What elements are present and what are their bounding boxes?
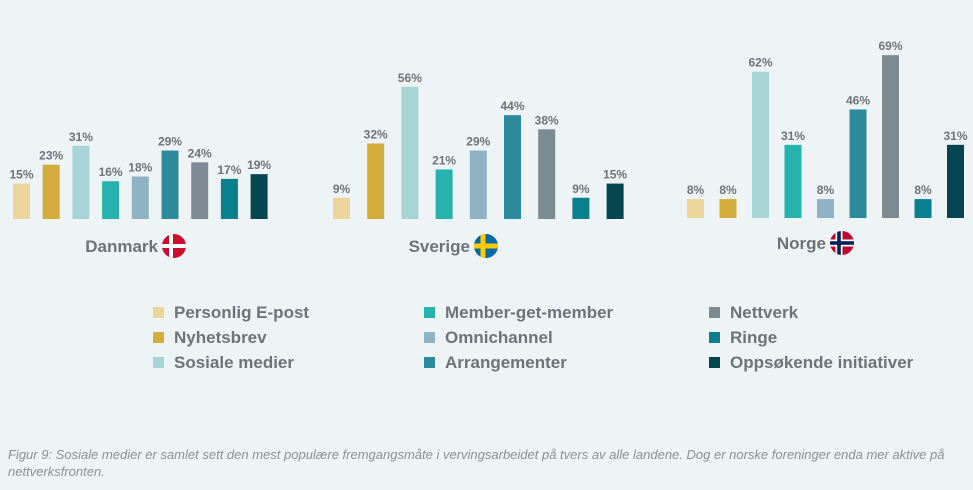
data-label: 69%	[878, 39, 902, 53]
legend-swatch	[424, 357, 435, 368]
bar-norge-7	[882, 55, 899, 218]
bar-norge-3	[752, 71, 769, 219]
legend-item: Arrangementer	[424, 353, 567, 372]
data-label: 31%	[943, 129, 967, 143]
data-label: 9%	[333, 182, 351, 196]
data-label: 17%	[217, 163, 241, 177]
bar-sverige-9	[606, 183, 624, 219]
bar-norge-8	[914, 199, 932, 218]
data-label: 29%	[158, 135, 182, 149]
legend-label: Arrangementer	[445, 353, 567, 372]
legend-label: Nyhetsbrev	[174, 328, 267, 347]
bar-sverige-2	[367, 143, 385, 219]
data-label: 18%	[128, 161, 152, 175]
legend-swatch	[424, 332, 435, 343]
data-label: 46%	[846, 93, 870, 107]
legend-item: Oppsøkende initiativer	[709, 353, 914, 372]
data-label: 31%	[69, 130, 93, 144]
bar-danmark-2	[42, 164, 60, 219]
bar-sverige-8	[572, 197, 590, 219]
data-label: 29%	[466, 135, 490, 149]
data-label: 15%	[9, 168, 33, 182]
country-group-norge: 8% 8% 62% 31% 8% 46% 69% 8% 31% Norge	[687, 39, 968, 255]
bar-danmark-8	[220, 178, 238, 219]
legend-item: Member-get-member	[424, 303, 614, 322]
data-label: 62%	[748, 56, 772, 70]
bar-sverige-3	[401, 86, 419, 219]
bar-norge-9	[947, 144, 964, 218]
bar-sverige-6	[504, 115, 521, 219]
data-label: 8%	[914, 183, 932, 197]
country-label: Danmark	[85, 237, 158, 256]
country-group-danmark: 15% 23% 31% 16% 18% 29% 24% 17% 19% Danmark	[9, 130, 271, 258]
legend-swatch	[709, 307, 720, 318]
legend: Personlig E-post Nyhetsbrev Sosiale medier…	[153, 303, 914, 372]
bar-norge-2	[719, 199, 737, 218]
legend-item: Ringe	[709, 328, 777, 347]
bar-danmark-6	[161, 150, 179, 219]
sweden-flag-icon	[474, 234, 498, 258]
denmark-flag-icon	[162, 234, 186, 258]
bar-danmark-7	[191, 162, 209, 219]
bar-danmark-4	[102, 181, 120, 219]
data-label: 8%	[719, 183, 737, 197]
legend-item: Nyhetsbrev	[153, 328, 267, 347]
legend-swatch	[153, 332, 164, 343]
bar-sverige-5	[469, 150, 487, 219]
data-label: 21%	[432, 153, 456, 167]
bar-danmark-5	[131, 176, 149, 219]
data-label: 16%	[99, 165, 123, 179]
bar-sverige-1	[333, 197, 350, 219]
legend-swatch	[153, 307, 164, 318]
data-label: 31%	[781, 129, 805, 143]
data-label: 44%	[500, 99, 524, 113]
bar-sverige-7	[538, 129, 556, 219]
legend-label: Sosiale medier	[174, 353, 294, 372]
bar-norge-1	[687, 199, 704, 218]
data-label: 9%	[572, 182, 590, 196]
data-label: 8%	[687, 183, 705, 197]
country-group-sverige: 9% 32% 56% 21% 29% 44% 38% 9% 15% Sverige	[333, 71, 627, 258]
legend-swatch	[709, 332, 720, 343]
legend-item: Sosiale medier	[153, 353, 294, 372]
data-label: 19%	[247, 158, 271, 172]
data-label: 32%	[364, 127, 388, 141]
country-label: Sverige	[409, 237, 470, 256]
data-label: 56%	[398, 71, 422, 85]
bar-norge-4	[784, 144, 802, 218]
legend-label: Ringe	[730, 328, 777, 347]
legend-label: Oppsøkende initiativer	[730, 353, 914, 372]
bar-norge-6	[849, 109, 867, 218]
data-label: 15%	[603, 168, 627, 182]
legend-label: Personlig E-post	[174, 303, 309, 322]
bar-sverige-4	[435, 169, 453, 219]
legend-swatch	[153, 357, 164, 368]
legend-swatch	[424, 307, 435, 318]
data-label: 38%	[535, 113, 559, 127]
bar-norge-5	[817, 199, 834, 218]
legend-item: Personlig E-post	[153, 303, 309, 322]
legend-label: Omnichannel	[445, 328, 553, 347]
data-label: 24%	[188, 146, 212, 160]
country-label: Norge	[777, 234, 826, 253]
bar-danmark-3	[72, 145, 90, 219]
bar-danmark-1	[13, 183, 30, 219]
data-label: 8%	[817, 183, 835, 197]
legend-item: Omnichannel	[424, 328, 553, 347]
legend-label: Member-get-member	[445, 303, 614, 322]
bar-danmark-9	[250, 174, 268, 219]
data-label: 23%	[39, 149, 63, 163]
figure-caption: Figur 9: Sosiale medier er samlet sett d…	[8, 447, 945, 479]
legend-label: Nettverk	[730, 303, 799, 322]
norway-flag-icon	[830, 231, 854, 255]
legend-swatch	[709, 357, 720, 368]
legend-item: Nettverk	[709, 303, 799, 322]
